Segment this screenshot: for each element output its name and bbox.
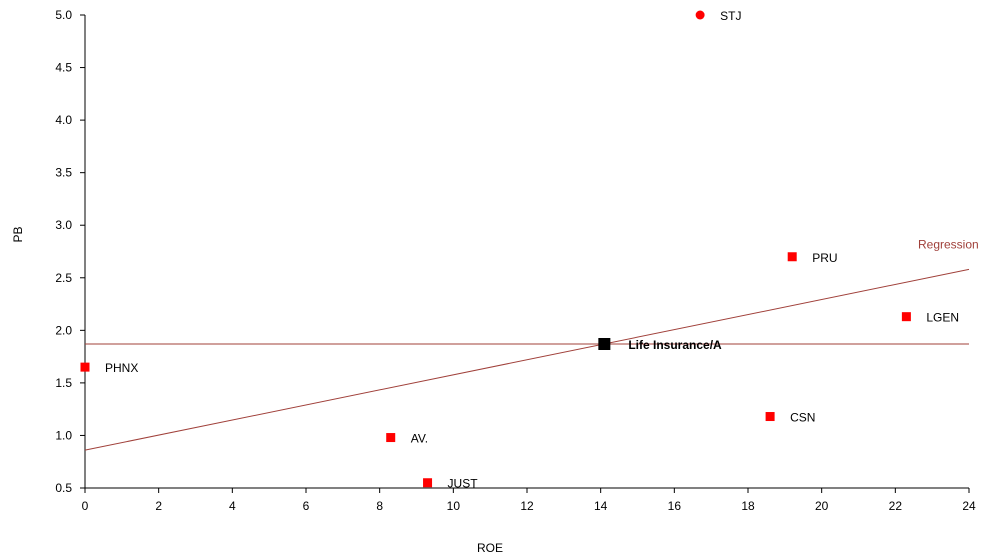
data-points: STJ PRU LGEN Life Insurance/A PHNX CSN AV. JUST [80, 9, 959, 491]
x-axis-label: ROE [477, 541, 503, 555]
chart-lines: Regression [84, 237, 979, 451]
data-point [695, 10, 705, 20]
x-tick-label: 6 [303, 499, 310, 513]
x-tick-label: 14 [594, 499, 608, 513]
y-tick-label: 4.0 [55, 113, 72, 127]
data-point [598, 337, 611, 350]
x-tick-label: 12 [520, 499, 534, 513]
data-point [787, 252, 797, 262]
regression-line [84, 268, 970, 451]
x-tick-label: 2 [155, 499, 162, 513]
x-tick-label: 22 [889, 499, 903, 513]
data-point [386, 433, 396, 443]
y-tick-label: 4.5 [55, 61, 72, 75]
y-tick-label: 2.5 [55, 271, 72, 285]
x-tick-label: 0 [82, 499, 89, 513]
x-tick-label: 18 [741, 499, 755, 513]
y-tick-label: 3.5 [55, 166, 72, 180]
data-point-label: Life Insurance/A [628, 338, 722, 352]
y-tick-label: 5.0 [55, 8, 72, 22]
y-tick-label: 0.5 [55, 481, 72, 495]
data-point-label: JUST [448, 477, 479, 491]
data-point [765, 412, 775, 422]
x-tick-label: 4 [229, 499, 236, 513]
regression-label: Regression [918, 237, 979, 251]
data-point-label: STJ [720, 9, 741, 23]
axes: 0 2 4 6 8 10 12 14 16 18 20 22 240.51.01.52.02.53.03… [55, 8, 976, 513]
x-tick-label: 16 [668, 499, 682, 513]
data-point [80, 362, 90, 372]
y-tick-label: 1.0 [55, 428, 72, 442]
y-axis-label: PB [11, 226, 25, 242]
y-tick-label: 2.0 [55, 323, 72, 337]
y-tick-label: 3.0 [55, 218, 72, 232]
data-point-label: AV. [411, 432, 428, 446]
data-point [901, 312, 911, 322]
data-point-label: PHNX [105, 361, 138, 375]
data-point-label: LGEN [926, 311, 959, 325]
data-point-label: CSN [790, 411, 815, 425]
y-tick-label: 1.5 [55, 376, 72, 390]
x-tick-label: 10 [447, 499, 461, 513]
data-point-label: PRU [812, 251, 837, 265]
x-tick-label: 20 [815, 499, 829, 513]
x-tick-label: 8 [376, 499, 383, 513]
x-tick-label: 24 [962, 499, 976, 513]
data-point [423, 478, 433, 488]
